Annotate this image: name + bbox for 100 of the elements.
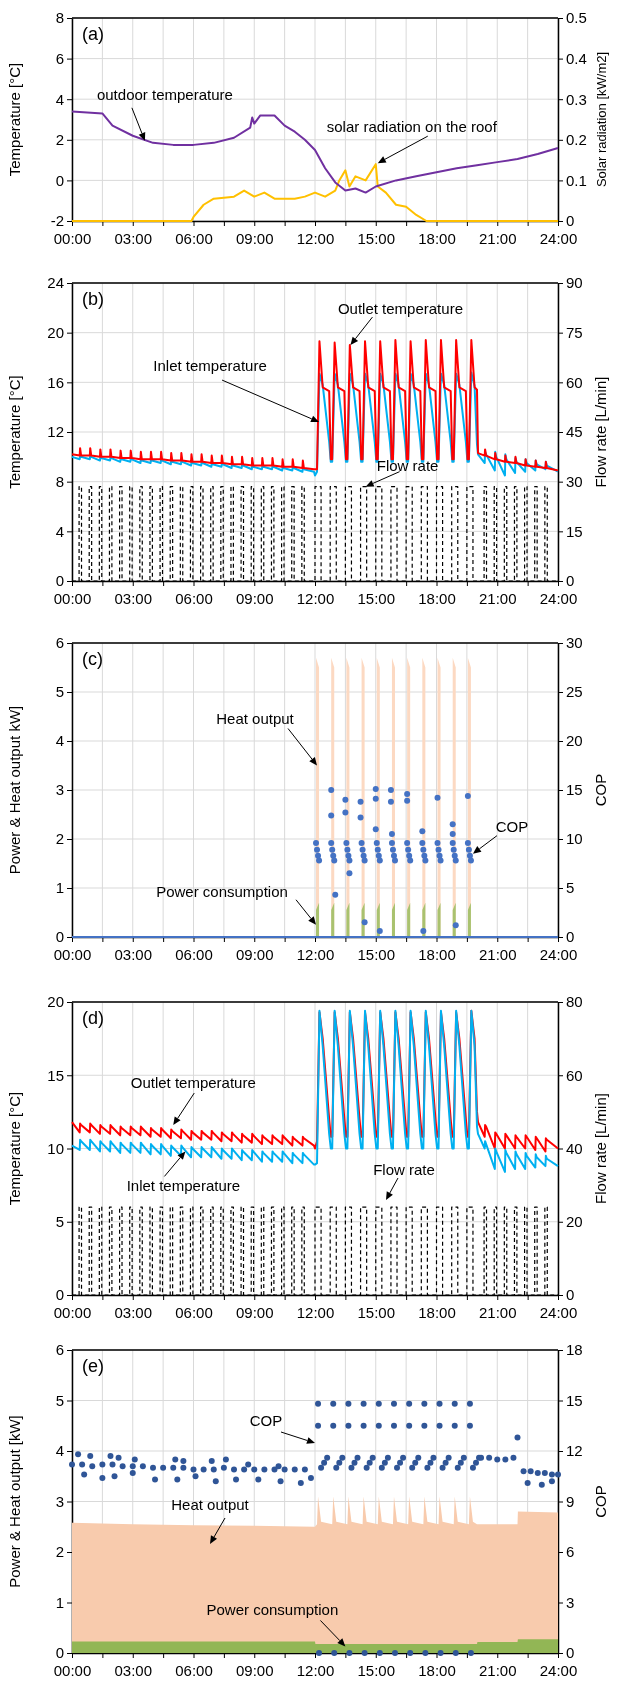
y-tick-label: 0 xyxy=(55,928,64,946)
x-tick-label: 24:00 xyxy=(539,1662,578,1679)
y-tick-label: 1 xyxy=(55,879,64,897)
x-tick-label: 09:00 xyxy=(235,946,274,963)
x-tick-label: 03:00 xyxy=(114,1304,153,1321)
y2-tick-label: 80 xyxy=(566,993,583,1011)
y2-tick-label: 15 xyxy=(566,1391,583,1409)
annotation: Outlet temperature xyxy=(337,300,463,318)
y2-tick-label: 0 xyxy=(566,928,575,946)
chart-title: (c) xyxy=(82,649,103,669)
chart-title: (b) xyxy=(82,289,104,309)
x-tick-label: 18:00 xyxy=(418,1304,456,1321)
annotation: Power consumption xyxy=(156,883,288,900)
y2-tick-label: 30 xyxy=(566,634,583,652)
y2-tick-label: 20 xyxy=(566,1213,583,1231)
y2-tick-label: 20 xyxy=(566,732,583,750)
x-tick-label: 12:00 xyxy=(296,590,335,607)
x-tick-label: 18:00 xyxy=(418,590,456,607)
y-tick-label: 5 xyxy=(55,1391,64,1409)
x-tick-label: 06:00 xyxy=(175,1304,213,1321)
y-tick-label: 15 xyxy=(47,1066,64,1084)
x-tick-label: 00:00 xyxy=(53,230,92,247)
x-tick-label: 00:00 xyxy=(53,946,92,963)
y2-tick-label: 0.2 xyxy=(566,131,587,149)
y2-tick-label: 30 xyxy=(566,472,583,490)
chart-title: (d) xyxy=(82,1008,104,1028)
y-tick-label: 5 xyxy=(55,1213,64,1231)
annotation: COP xyxy=(249,1412,283,1430)
annotation: Heat output xyxy=(171,1496,250,1514)
y2-tick-label: 9 xyxy=(566,1492,575,1510)
y2-tick-label: 3 xyxy=(566,1593,575,1611)
x-tick-label: 15:00 xyxy=(357,230,396,247)
x-tick-label: 21:00 xyxy=(478,230,517,247)
y-axis-title: Power & Heat output [kW] xyxy=(6,1415,23,1588)
y-tick-label: 2 xyxy=(55,830,64,848)
x-tick-label: 12:00 xyxy=(296,1304,335,1321)
annotation: Outlet temperature xyxy=(130,1074,256,1092)
x-tick-label: 00:00 xyxy=(53,590,92,607)
y-tick-label: 4 xyxy=(55,522,64,540)
annotation: COP xyxy=(495,817,529,835)
y-tick-label: -2 xyxy=(50,212,64,230)
y2-tick-label: 6 xyxy=(566,1543,575,1561)
y-tick-label: 8 xyxy=(55,472,64,490)
y-tick-label: 6 xyxy=(55,49,64,67)
annotation: Flow rate xyxy=(373,1161,435,1179)
y2-tick-label: 25 xyxy=(566,683,583,701)
x-tick-label: 24:00 xyxy=(539,1304,578,1321)
x-tick-label: 03:00 xyxy=(114,1662,153,1679)
y-tick-label: 20 xyxy=(47,323,64,341)
y2-tick-label: 75 xyxy=(566,323,583,341)
y-tick-label: 4 xyxy=(55,732,64,750)
y2-axis-title: COP xyxy=(592,1485,609,1518)
y-tick-label: 10 xyxy=(47,1139,64,1157)
y-tick-label: 20 xyxy=(47,993,64,1011)
y-tick-label: 2 xyxy=(55,1543,64,1561)
y2-tick-label: 40 xyxy=(566,1139,583,1157)
y2-tick-label: 0.1 xyxy=(566,171,587,189)
x-tick-label: 12:00 xyxy=(296,1662,335,1679)
y-tick-label: 1 xyxy=(55,1593,64,1611)
x-tick-label: 15:00 xyxy=(357,590,396,607)
x-tick-label: 09:00 xyxy=(235,590,274,607)
y2-tick-label: 60 xyxy=(566,373,583,391)
x-tick-label: 21:00 xyxy=(478,590,517,607)
y-axis-title: Power & Heat output kW] xyxy=(6,705,23,875)
x-tick-label: 15:00 xyxy=(357,1662,396,1679)
x-tick-label: 03:00 xyxy=(114,230,153,247)
y2-tick-label: 0 xyxy=(566,1286,575,1304)
y-tick-label: 0 xyxy=(55,171,64,189)
y2-tick-label: 15 xyxy=(566,781,583,799)
y2-tick-label: 0 xyxy=(566,572,575,590)
x-tick-label: 00:00 xyxy=(53,1662,92,1679)
y-tick-label: 24 xyxy=(47,274,64,292)
annotation: Inlet temperature xyxy=(126,1176,241,1194)
y2-axis-title: COP xyxy=(592,773,609,807)
y2-tick-label: 60 xyxy=(566,1066,583,1084)
y2-tick-label: 15 xyxy=(566,522,583,540)
y2-tick-label: 0 xyxy=(566,212,575,230)
y2-axis-title: Flow rate [L/min] xyxy=(592,1093,609,1204)
x-tick-label: 21:00 xyxy=(478,1304,517,1321)
x-tick-label: 09:00 xyxy=(235,1662,274,1679)
x-tick-label: 09:00 xyxy=(235,230,274,247)
y-tick-label: 6 xyxy=(55,634,64,652)
x-tick-label: 15:00 xyxy=(357,946,396,963)
x-tick-label: 06:00 xyxy=(175,230,213,247)
y2-axis-title: Solar radiation [kW/m2] xyxy=(594,51,609,188)
y-axis-title: Temperature [°C] xyxy=(6,1091,23,1206)
y2-tick-label: 12 xyxy=(566,1442,583,1460)
x-tick-label: 21:00 xyxy=(478,1662,517,1679)
x-tick-label: 18:00 xyxy=(418,946,456,963)
y-tick-label: 2 xyxy=(55,131,64,149)
x-tick-label: 15:00 xyxy=(357,1304,396,1321)
y-tick-label: 4 xyxy=(55,90,64,108)
y2-tick-label: 5 xyxy=(566,879,575,897)
x-tick-label: 18:00 xyxy=(418,230,456,247)
y-axis-title: Temperature [°C] xyxy=(6,62,23,177)
x-tick-label: 21:00 xyxy=(478,946,517,963)
x-tick-label: 24:00 xyxy=(539,230,578,247)
x-tick-label: 06:00 xyxy=(175,1662,213,1679)
y-tick-label: 4 xyxy=(55,1442,64,1460)
y-tick-label: 0 xyxy=(55,572,64,590)
